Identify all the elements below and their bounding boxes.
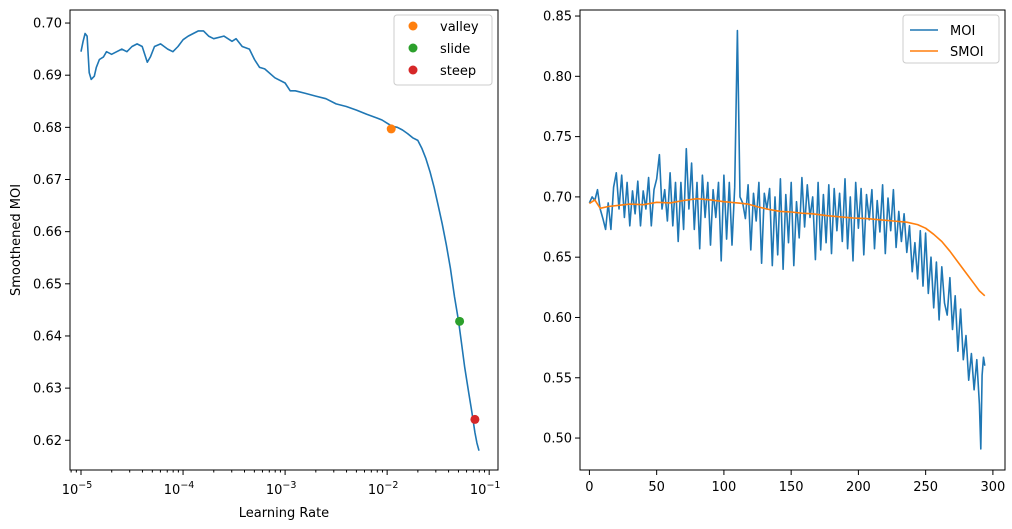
left-y-tick-label: 0.70 xyxy=(33,17,62,32)
right-x-tick-label: 250 xyxy=(913,480,938,495)
left-y-tick-label: 0.63 xyxy=(33,382,62,397)
right-y-tick-label: 0.50 xyxy=(543,432,572,447)
right-y-tick-label: 0.70 xyxy=(543,190,572,205)
right-x-tick-label: 50 xyxy=(648,480,665,495)
legend-smoi-label: SMOI xyxy=(950,45,984,60)
left-legend: valley slide steep xyxy=(393,14,493,86)
right-y-tick-label: 0.85 xyxy=(543,10,572,25)
right-axes: 0.50 0.55 0.60 0.65 0.70 0.75 0.80 0.85 0 50 100 15… xyxy=(543,10,1005,495)
legend-valley-marker xyxy=(408,21,418,31)
left-markers xyxy=(386,124,480,424)
smoothened-moi-line xyxy=(80,30,480,451)
legend-slide-label: slide xyxy=(440,42,470,57)
slide-point xyxy=(455,316,465,326)
legend-steep-label: steep xyxy=(440,64,476,79)
left-y-tick-label: 0.69 xyxy=(33,69,62,84)
left-axes: 0.62 0.63 0.64 0.65 0.66 0.67 0.68 0.69 0.70 10−5… xyxy=(33,17,500,498)
legend-valley-label: valley xyxy=(440,20,479,35)
valley-point xyxy=(386,124,396,134)
right-plot-frame xyxy=(579,9,1006,471)
left-y-tick-label: 0.68 xyxy=(33,121,62,136)
right-y-tick-label: 0.65 xyxy=(543,251,572,266)
right-x-tick-label: 0 xyxy=(585,480,593,495)
right-x-tick-label: 300 xyxy=(980,480,1005,495)
left-x-tick-label: 10−3 xyxy=(266,480,297,498)
right-y-tick-label: 0.75 xyxy=(543,130,572,145)
right-y-tick-label: 0.60 xyxy=(543,311,572,326)
left-x-tick-label: 10−4 xyxy=(164,480,195,498)
right-series xyxy=(588,29,986,450)
lr-finder-plot: 0.62 0.63 0.64 0.65 0.66 0.67 0.68 0.69 0.70 10−5… xyxy=(9,9,500,521)
left-y-tick-label: 0.65 xyxy=(33,277,62,292)
left-legend-box xyxy=(393,14,493,86)
right-y-tick-label: 0.80 xyxy=(543,70,572,85)
left-x-tick-label: 10−1 xyxy=(470,480,501,498)
left-y-tick-label: 0.62 xyxy=(33,434,62,449)
right-x-tick-label: 150 xyxy=(779,480,804,495)
moi-plot: 0.50 0.55 0.60 0.65 0.70 0.75 0.80 0.85 0 50 100 15… xyxy=(543,9,1006,495)
moi-line xyxy=(588,29,986,450)
smoi-line xyxy=(588,197,986,297)
left-y-axis-title: Smoothened MOI xyxy=(9,184,24,296)
right-x-tick-label: 100 xyxy=(711,480,736,495)
left-x-tick-label: 10−2 xyxy=(368,480,399,498)
left-y-tick-label: 0.66 xyxy=(33,225,62,240)
legend-slide-marker xyxy=(408,43,418,53)
steep-point xyxy=(470,414,480,424)
right-x-tick-label: 200 xyxy=(846,480,871,495)
left-plot-frame xyxy=(69,9,499,471)
right-y-tick-label: 0.55 xyxy=(543,371,572,386)
left-y-tick-label: 0.67 xyxy=(33,173,62,188)
left-series xyxy=(80,30,480,451)
legend-moi-label: MOI xyxy=(950,24,975,39)
left-x-axis-title: Learning Rate xyxy=(239,506,329,521)
legend-steep-marker xyxy=(408,65,418,75)
left-y-tick-label: 0.64 xyxy=(33,329,62,344)
left-x-tick-label: 10−5 xyxy=(62,480,93,498)
right-legend: MOI SMOI xyxy=(902,14,1000,64)
